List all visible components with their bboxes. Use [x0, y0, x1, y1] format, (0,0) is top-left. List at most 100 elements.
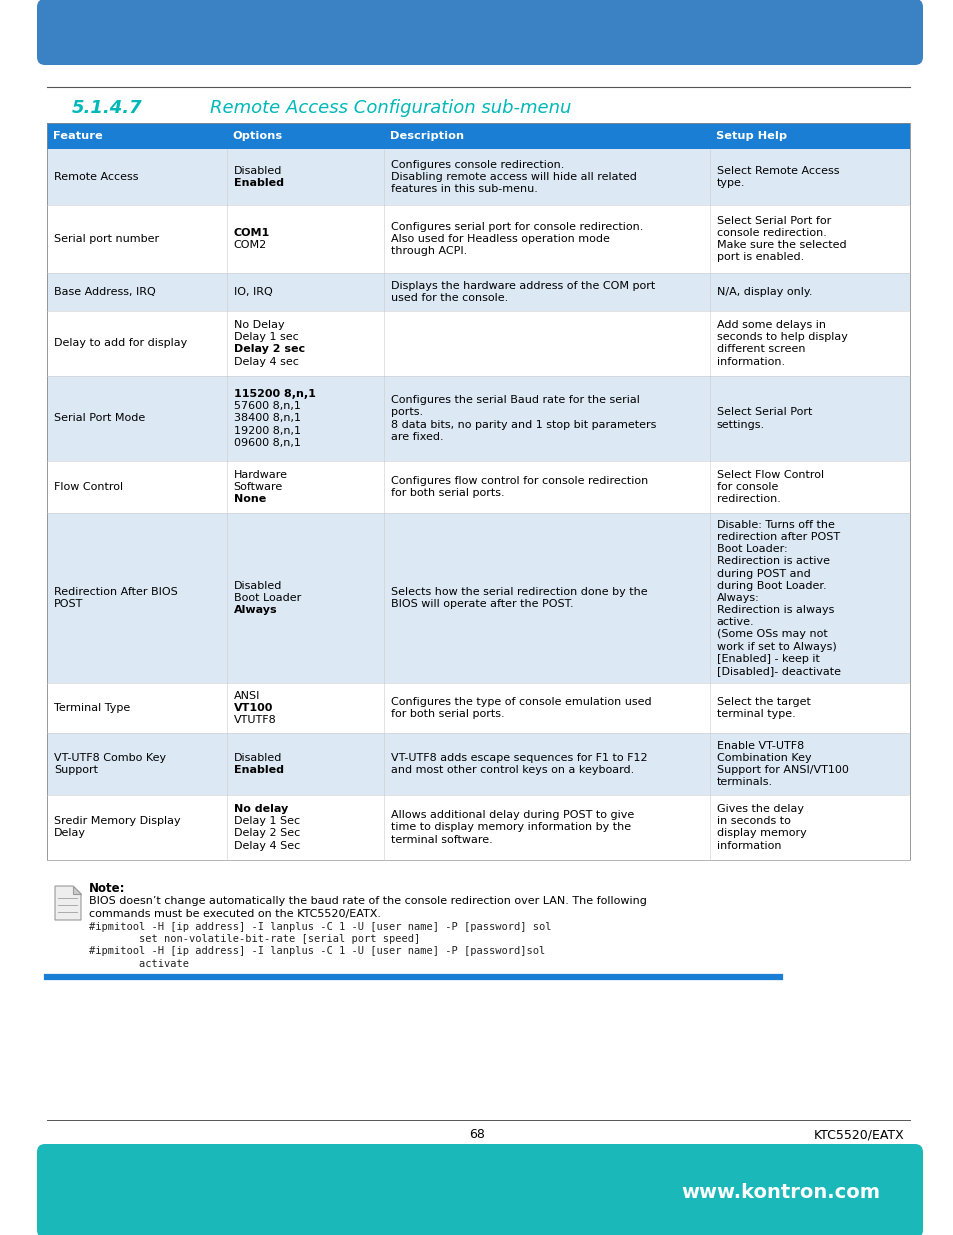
Text: Support: Support [54, 764, 98, 776]
Text: Redirection is always: Redirection is always [716, 605, 833, 615]
Polygon shape [73, 885, 81, 894]
Text: Enable VT-UTF8: Enable VT-UTF8 [716, 741, 803, 751]
Text: are fixed.: are fixed. [390, 432, 443, 442]
Text: No delay: No delay [233, 804, 288, 814]
Text: Enabled: Enabled [233, 764, 283, 776]
Text: Gives the delay: Gives the delay [716, 804, 803, 814]
Text: Sredir Memory Display: Sredir Memory Display [54, 816, 180, 826]
Bar [47, 124, 226, 149]
Bar [47, 683, 909, 734]
Text: Always:: Always: [716, 593, 759, 603]
Bar [47, 513, 909, 683]
Text: Combination Key: Combination Key [716, 753, 811, 763]
Text: type.: type. [716, 178, 744, 188]
Text: ANSI: ANSI [233, 690, 259, 700]
Bar [47, 149, 909, 205]
Text: [Disabled]- deactivate: [Disabled]- deactivate [716, 666, 840, 676]
Text: N/A, display only.: N/A, display only. [716, 287, 811, 296]
Text: 68: 68 [469, 1129, 484, 1141]
Text: Configures the type of console emulation used: Configures the type of console emulation… [390, 697, 651, 706]
Text: for both serial ports.: for both serial ports. [390, 488, 504, 498]
Text: #ipmitool -H [ip address] -I lanplus -C 1 -U [user name] -P [password]sol: #ipmitool -H [ip address] -I lanplus -C … [89, 946, 545, 956]
Text: 09600 8,n,1: 09600 8,n,1 [233, 437, 300, 448]
Text: Serial Port Mode: Serial Port Mode [54, 414, 145, 424]
Text: Disabling remote access will hide all related: Disabling remote access will hide all re… [390, 172, 636, 182]
Text: Serial port number: Serial port number [54, 233, 159, 245]
Text: Remote Access Configuration sub-menu: Remote Access Configuration sub-menu [210, 99, 571, 117]
Text: Setup Help: Setup Help [715, 131, 786, 141]
Text: features in this sub-menu.: features in this sub-menu. [390, 184, 537, 194]
Text: KTC5520/EATX: KTC5520/EATX [814, 1129, 904, 1141]
Text: Select Flow Control: Select Flow Control [716, 469, 823, 479]
Text: BIOS doesn’t change automatically the baud rate of the console redirection over : BIOS doesn’t change automatically the ba… [89, 897, 646, 906]
FancyBboxPatch shape [37, 1144, 923, 1235]
Bar [709, 124, 909, 149]
Text: active.: active. [716, 618, 754, 627]
Text: Disabled: Disabled [233, 580, 281, 590]
Text: redirection.: redirection. [716, 494, 780, 504]
Text: Selects how the serial redirection done by the: Selects how the serial redirection done … [390, 587, 646, 597]
Text: Delay: Delay [54, 829, 86, 839]
Text: 57600 8,n,1: 57600 8,n,1 [233, 401, 300, 411]
Text: 19200 8,n,1: 19200 8,n,1 [233, 426, 300, 436]
Text: Delay 1 sec: Delay 1 sec [233, 332, 298, 342]
Text: ports.: ports. [390, 408, 422, 417]
Text: 8 data bits, no parity and 1 stop bit parameters: 8 data bits, no parity and 1 stop bit pa… [390, 420, 656, 430]
Text: Always: Always [233, 605, 276, 615]
Text: display memory: display memory [716, 829, 805, 839]
Bar [47, 205, 909, 273]
Bar [47, 311, 909, 375]
Text: Remote Access: Remote Access [54, 172, 138, 182]
Text: terminal software.: terminal software. [390, 835, 492, 845]
Text: different screen: different screen [716, 345, 804, 354]
Text: Feature: Feature [53, 131, 103, 141]
Text: terminals.: terminals. [716, 777, 772, 787]
Polygon shape [55, 885, 81, 920]
Text: seconds to help display: seconds to help display [716, 332, 847, 342]
Text: for console: for console [716, 482, 778, 492]
Text: console redirection.: console redirection. [716, 227, 826, 238]
Text: through ACPI.: through ACPI. [390, 246, 466, 256]
Text: #ipmitool -H [ip address] -I lanplus -C 1 -U [user name] -P [password] sol: #ipmitool -H [ip address] -I lanplus -C … [89, 921, 551, 931]
Text: information: information [716, 841, 781, 851]
Text: Terminal Type: Terminal Type [54, 703, 131, 713]
Text: port is enabled.: port is enabled. [716, 252, 803, 262]
Text: BIOS will operate after the POST.: BIOS will operate after the POST. [390, 599, 573, 609]
Bar [47, 795, 909, 860]
Text: VT100: VT100 [233, 703, 273, 713]
Text: Select Remote Access: Select Remote Access [716, 165, 839, 175]
Text: 115200 8,n,1: 115200 8,n,1 [233, 389, 315, 399]
Text: Disabled: Disabled [233, 165, 281, 175]
Text: Support for ANSI/VT100: Support for ANSI/VT100 [716, 764, 848, 776]
Text: activate: activate [89, 958, 189, 968]
Text: Boot Loader: Boot Loader [233, 593, 300, 603]
Text: Delay 1 Sec: Delay 1 Sec [233, 816, 299, 826]
Text: Flow Control: Flow Control [54, 482, 123, 492]
Text: used for the console.: used for the console. [390, 293, 507, 303]
Text: during Boot Loader.: during Boot Loader. [716, 580, 825, 590]
Text: terminal type.: terminal type. [716, 709, 795, 719]
Text: POST: POST [54, 599, 83, 609]
Text: (Some OSs may not: (Some OSs may not [716, 630, 826, 640]
Text: Delay 2 Sec: Delay 2 Sec [233, 829, 299, 839]
Text: during POST and: during POST and [716, 568, 810, 579]
Text: and most other control keys on a keyboard.: and most other control keys on a keyboar… [390, 764, 633, 776]
Text: Add some delays in: Add some delays in [716, 320, 825, 330]
Text: VT-UTF8 Combo Key: VT-UTF8 Combo Key [54, 753, 166, 763]
Text: Redirection is active: Redirection is active [716, 557, 829, 567]
Text: Options: Options [233, 131, 282, 141]
Text: commands must be executed on the KTC5520/EATX.: commands must be executed on the KTC5520… [89, 909, 380, 919]
Text: Disable: Turns off the: Disable: Turns off the [716, 520, 834, 530]
Text: settings.: settings. [716, 420, 764, 430]
Text: Make sure the selected: Make sure the selected [716, 240, 845, 249]
Text: IO, IRQ: IO, IRQ [233, 287, 272, 296]
Text: 5.1.4.7: 5.1.4.7 [71, 99, 143, 117]
Text: Hardware: Hardware [233, 469, 287, 479]
Bar [47, 461, 909, 513]
Text: Note:: Note: [89, 882, 126, 895]
Text: Enabled: Enabled [233, 178, 283, 188]
Text: Delay to add for display: Delay to add for display [54, 338, 187, 348]
Text: No Delay: No Delay [233, 320, 284, 330]
Bar [383, 124, 709, 149]
Text: information.: information. [716, 357, 784, 367]
